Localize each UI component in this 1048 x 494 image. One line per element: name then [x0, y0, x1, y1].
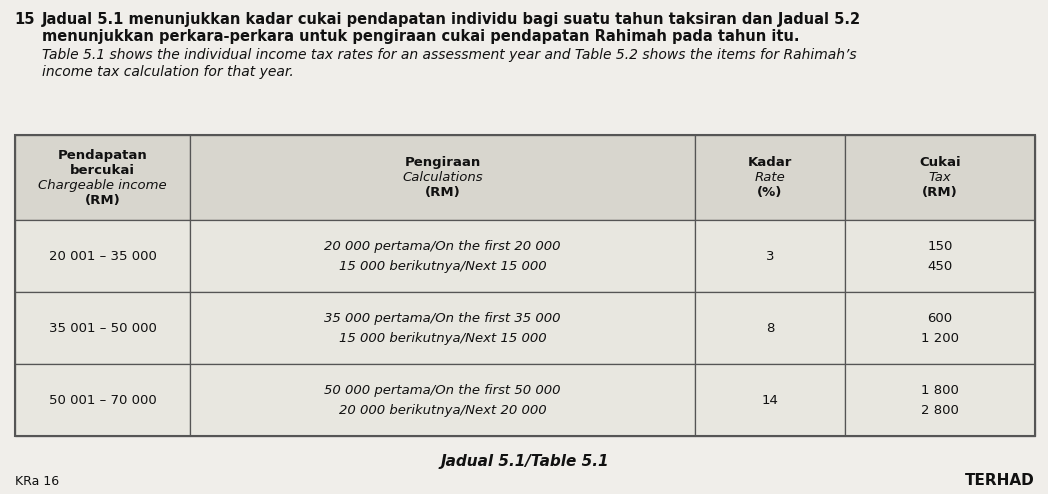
Text: Calculations: Calculations: [402, 171, 483, 184]
Bar: [845, 292, 1035, 364]
Bar: [695, 135, 845, 220]
Text: 15: 15: [14, 12, 35, 27]
Bar: [695, 292, 845, 364]
Text: Tax: Tax: [929, 171, 952, 184]
Text: 20 000 berikutnya/Next 20 000: 20 000 berikutnya/Next 20 000: [339, 404, 546, 416]
Text: 8: 8: [766, 322, 774, 334]
Bar: [695, 364, 845, 436]
Bar: [845, 220, 1035, 292]
Bar: [15, 292, 190, 364]
Bar: [15, 364, 190, 436]
Text: 20 001 – 35 000: 20 001 – 35 000: [48, 249, 156, 262]
Bar: [190, 292, 695, 364]
Text: (RM): (RM): [922, 186, 958, 199]
Bar: [15, 135, 190, 220]
Text: (RM): (RM): [85, 194, 121, 206]
Text: 50 001 – 70 000: 50 001 – 70 000: [48, 394, 156, 407]
Text: 1 800: 1 800: [921, 383, 959, 397]
Bar: [695, 220, 845, 292]
Text: 14: 14: [762, 394, 779, 407]
Text: 15 000 berikutnya/Next 15 000: 15 000 berikutnya/Next 15 000: [339, 331, 546, 344]
Text: 15 000 berikutnya/Next 15 000: 15 000 berikutnya/Next 15 000: [339, 259, 546, 273]
Bar: [190, 220, 695, 292]
Text: (RM): (RM): [424, 186, 460, 199]
Text: 3: 3: [766, 249, 774, 262]
Text: menunjukkan perkara-perkara untuk pengiraan cukai pendapatan Rahimah pada tahun : menunjukkan perkara-perkara untuk pengir…: [42, 29, 800, 44]
Text: Cukai: Cukai: [919, 156, 961, 169]
Text: 50 000 pertama/On the first 50 000: 50 000 pertama/On the first 50 000: [324, 383, 561, 397]
Text: 600: 600: [927, 312, 953, 325]
Text: 35 001 – 50 000: 35 001 – 50 000: [48, 322, 156, 334]
Text: KRa 16: KRa 16: [15, 475, 59, 488]
Bar: [15, 135, 1035, 436]
Text: Jadual 5.1/Table 5.1: Jadual 5.1/Table 5.1: [441, 454, 609, 469]
Text: (%): (%): [758, 186, 783, 199]
Bar: [845, 364, 1035, 436]
Text: income tax calculation for that year.: income tax calculation for that year.: [42, 65, 293, 79]
Bar: [190, 364, 695, 436]
Text: 35 000 pertama/On the first 35 000: 35 000 pertama/On the first 35 000: [324, 312, 561, 325]
Text: 20 000 pertama/On the first 20 000: 20 000 pertama/On the first 20 000: [324, 240, 561, 252]
Bar: [190, 135, 695, 220]
Text: Kadar: Kadar: [748, 156, 792, 169]
Text: 1 200: 1 200: [921, 331, 959, 344]
Text: Pendapatan: Pendapatan: [58, 149, 148, 162]
Bar: [15, 220, 190, 292]
Text: 150: 150: [927, 240, 953, 252]
Text: Chargeable income: Chargeable income: [38, 178, 167, 192]
Text: 2 800: 2 800: [921, 404, 959, 416]
Text: Pengiraan: Pengiraan: [405, 156, 481, 169]
Text: Jadual 5.1 menunjukkan kadar cukai pendapatan individu bagi suatu tahun taksiran: Jadual 5.1 menunjukkan kadar cukai penda…: [42, 12, 861, 27]
Text: 450: 450: [927, 259, 953, 273]
Text: Table 5.1 shows the individual income tax rates for an assessment year and Table: Table 5.1 shows the individual income ta…: [42, 48, 856, 62]
Text: Rate: Rate: [755, 171, 785, 184]
Bar: [845, 135, 1035, 220]
Text: bercukai: bercukai: [70, 164, 135, 176]
Text: TERHAD: TERHAD: [965, 473, 1035, 488]
